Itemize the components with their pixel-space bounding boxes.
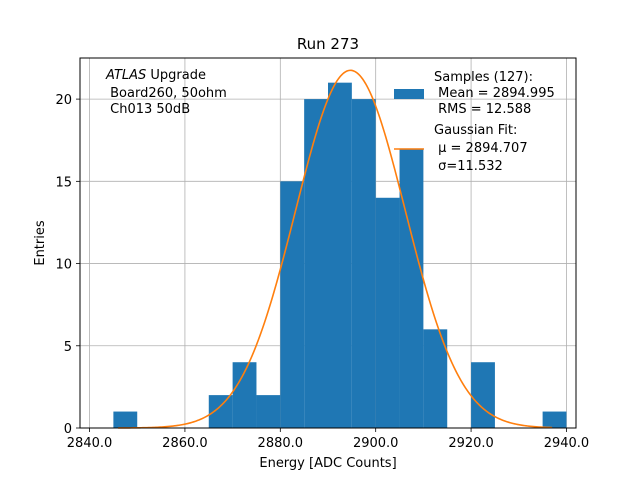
- y-tick-label-2: 10: [55, 258, 72, 273]
- y-tick-label-3: 15: [55, 175, 72, 190]
- histogram-bar-2890: [328, 82, 352, 429]
- histogram-bar-2885: [304, 99, 328, 428]
- gaussian-fit: [118, 69, 553, 429]
- x-axis-ticks: 2840.0 2860.0 2880.0 2900.0 2920.0 2940.0: [67, 428, 589, 451]
- x-tick-label-3: 2900.0: [353, 436, 399, 451]
- y-tick-label-4: 20: [55, 93, 72, 108]
- x-tick-label-0: 2840.0: [67, 436, 113, 451]
- histogram-bar-2900: [375, 197, 400, 428]
- legend-samples-line-1: Samples (127):: [434, 70, 533, 85]
- annotation-line-2: Board260, 50ohm: [106, 86, 227, 101]
- plot-frame: [79, 57, 577, 429]
- legend: Samples (127): Mean = 2894.995 RMS = 12.…: [394, 70, 555, 174]
- x-tick-label-5: 2940.0: [544, 436, 590, 451]
- histogram-bars: [113, 82, 567, 429]
- atlas-annotation: ATLAS Upgrade Board260, 50ohm Ch013 50dB: [105, 68, 227, 117]
- histogram-bar-2865: [208, 395, 233, 428]
- x-tick-label-1: 2860.0: [162, 436, 208, 451]
- histogram-bar-2905: [399, 148, 424, 428]
- histogram-bar-2935: [542, 411, 567, 428]
- y-tick-label-1: 5: [64, 340, 72, 355]
- legend-samples-line-2: Mean = 2894.995: [434, 86, 555, 101]
- legend-fit-line-1: Gaussian Fit:: [434, 123, 517, 138]
- histogram-bar-2870: [232, 362, 257, 428]
- x-axis-label: Energy [ADC Counts]: [259, 456, 396, 471]
- histogram-bar-2875: [256, 395, 281, 428]
- chart-title: Run 273: [297, 35, 359, 53]
- annotation-line-1: ATLAS Upgrade: [105, 68, 206, 83]
- x-tick-label-2: 2880.0: [258, 436, 304, 451]
- annotation-atlas: ATLAS: [105, 68, 146, 83]
- legend-samples-swatch: [394, 89, 424, 99]
- annotation-line-3: Ch013 50dB: [106, 102, 190, 117]
- legend-fit-line-2: μ = 2894.707: [434, 141, 528, 156]
- annotation-upgrade: Upgrade: [146, 68, 206, 83]
- histogram-bar-2880: [280, 181, 305, 428]
- histogram-bar-2845: [113, 411, 138, 428]
- y-tick-label-0: 0: [64, 422, 72, 437]
- gaussian-fit-curve: [118, 69, 553, 429]
- x-tick-label-4: 2920.0: [448, 436, 494, 451]
- y-axis-ticks: 0 5 10 15 20: [55, 93, 80, 437]
- legend-samples-line-3: RMS = 12.588: [434, 102, 531, 117]
- histogram-bar-2895: [351, 99, 376, 428]
- histogram-bar-2910: [423, 329, 448, 428]
- y-axis-label: Entries: [33, 220, 48, 266]
- legend-fit-line-3: σ=11.532: [434, 159, 503, 174]
- histogram-bar-2920: [471, 362, 495, 428]
